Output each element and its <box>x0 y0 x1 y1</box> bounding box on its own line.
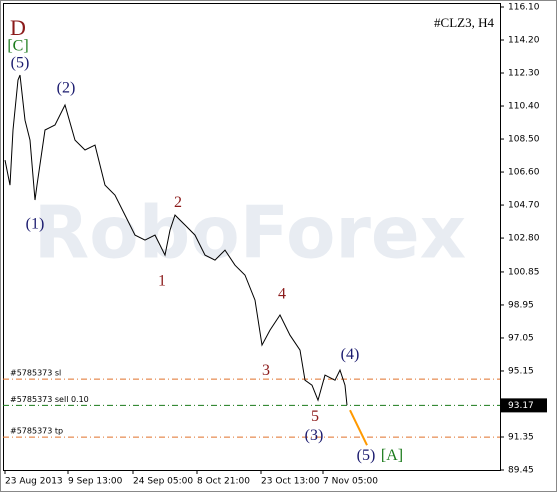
last-price-label: 93.17 <box>508 401 534 411</box>
price-line <box>4 74 348 406</box>
wave-label: [C] <box>7 38 28 55</box>
order-label: #5785373 tp <box>10 427 63 436</box>
wave-label: (1) <box>26 216 45 233</box>
y-tick-label: 112.30 <box>508 69 540 79</box>
projection-line <box>349 409 368 446</box>
wave-label: 5 <box>311 408 319 425</box>
wave-label: 4 <box>278 286 286 303</box>
y-tick-label: 114.20 <box>508 36 540 46</box>
y-tick-label: 106.60 <box>508 168 540 178</box>
y-tick-label: 91.35 <box>508 432 534 442</box>
wave-label: (5) <box>11 55 30 72</box>
y-tick-label: 108.50 <box>508 135 540 145</box>
y-tick-label: 102.80 <box>508 234 540 244</box>
x-tick-label: 24 Sep 05:00 <box>133 477 193 487</box>
order-label: #5785373 sell 0.10 <box>10 395 89 404</box>
y-tick-label: 104.70 <box>508 201 540 211</box>
wave-label: (4) <box>341 346 360 363</box>
x-tick-label: 9 Sep 13:00 <box>68 477 123 487</box>
wave-label: (5) <box>357 447 376 464</box>
wave-label: 3 <box>262 362 270 379</box>
x-tick-label: 7 Nov 05:00 <box>323 477 378 487</box>
wave-label: (2) <box>57 80 76 97</box>
y-tick-label: 110.40 <box>508 102 540 112</box>
last-price-box <box>501 398 547 413</box>
y-tick-label: 95.15 <box>508 366 534 376</box>
y-tick-label: 100.85 <box>508 267 540 277</box>
x-tick-label: 23 Aug 2013 <box>5 477 63 487</box>
y-tick-label: 89.45 <box>508 466 534 476</box>
x-tick-label: 8 Oct 21:00 <box>197 477 250 487</box>
wave-label: 1 <box>158 273 166 290</box>
wave-label: (3) <box>305 427 324 444</box>
plot-border <box>3 3 501 471</box>
wave-label: 2 <box>174 194 182 211</box>
y-tick-label: 98.95 <box>508 300 534 310</box>
y-tick-label: 116.10 <box>508 2 540 12</box>
order-label: #5785373 sl <box>10 369 61 378</box>
chart-title: #CLZ3, H4 <box>434 15 494 30</box>
y-tick-label: 97.05 <box>508 333 534 343</box>
watermark: RoboForex <box>34 191 466 275</box>
wave-label: [A] <box>381 447 403 464</box>
wave-label: D <box>10 15 26 40</box>
x-tick-label: 23 Oct 13:00 <box>261 477 320 487</box>
